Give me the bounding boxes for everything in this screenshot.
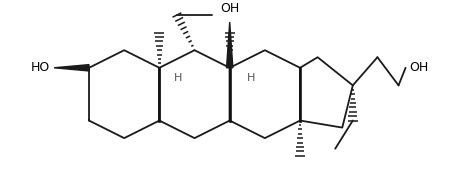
Text: H: H (247, 73, 255, 83)
Text: OH: OH (219, 2, 239, 15)
Text: HO: HO (31, 61, 50, 74)
Text: OH: OH (408, 61, 427, 74)
Text: H: H (173, 73, 181, 83)
Polygon shape (226, 22, 232, 68)
Polygon shape (54, 65, 89, 71)
